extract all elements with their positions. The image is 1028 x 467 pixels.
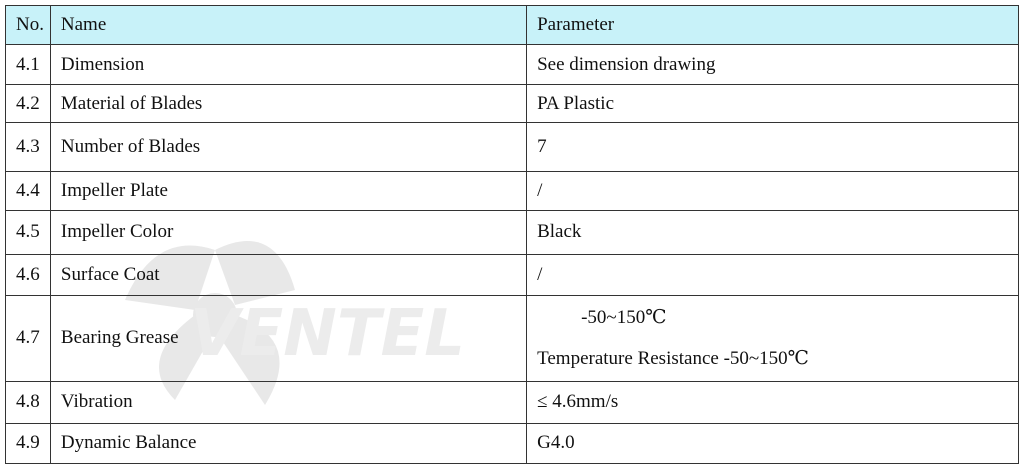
row-parameter-multiline: -50~150℃ Temperature Resistance -50~150℃	[526, 294, 1019, 382]
row-no: 4.3	[5, 122, 51, 173]
row-name: Bearing Grease	[49, 294, 528, 382]
table-row: 4.5 Impeller Color Black	[5, 210, 1019, 255]
row-no: 4.2	[5, 84, 51, 124]
row-name: Dynamic Balance	[49, 422, 528, 465]
row-no: 4.8	[5, 380, 51, 424]
row-name: Impeller Color	[49, 210, 528, 255]
row-no: 4.6	[5, 253, 51, 296]
row-parameter: 7	[526, 122, 1019, 173]
table-header-row: No. Name Parameter	[5, 4, 1019, 46]
row-name: Vibration	[49, 380, 528, 424]
table-row: 4.6 Surface Coat /	[5, 253, 1019, 296]
parameter-line-1: -50~150℃	[581, 307, 667, 329]
row-parameter: ≤ 4.6mm/s	[526, 380, 1019, 424]
row-parameter: /	[526, 171, 1019, 212]
table-row: 4.3 Number of Blades 7	[5, 122, 1019, 173]
row-name: Impeller Plate	[49, 171, 528, 212]
row-no: 4.7	[5, 294, 51, 382]
table-row: 4.8 Vibration ≤ 4.6mm/s	[5, 380, 1019, 424]
spec-table-container: VENTEL No. Name Parameter 4.1 Dimension …	[5, 4, 1019, 465]
parameter-line-2: Temperature Resistance -50~150℃	[537, 348, 809, 370]
header-no: No.	[5, 4, 51, 46]
table-row: 4.1 Dimension See dimension drawing	[5, 44, 1019, 86]
table-row: 4.2 Material of Blades PA Plastic	[5, 84, 1019, 124]
specification-table: No. Name Parameter 4.1 Dimension See dim…	[5, 4, 1019, 465]
table-row: 4.4 Impeller Plate /	[5, 171, 1019, 212]
row-name: Number of Blades	[49, 122, 528, 173]
table-row: 4.9 Dynamic Balance G4.0	[5, 422, 1019, 465]
row-parameter: PA Plastic	[526, 84, 1019, 124]
header-parameter: Parameter	[526, 4, 1019, 46]
row-no: 4.5	[5, 210, 51, 255]
row-no: 4.9	[5, 422, 51, 465]
row-parameter: See dimension drawing	[526, 44, 1019, 86]
row-no: 4.1	[5, 44, 51, 86]
row-name: Material of Blades	[49, 84, 528, 124]
row-no: 4.4	[5, 171, 51, 212]
row-parameter: G4.0	[526, 422, 1019, 465]
table-row: 4.7 Bearing Grease -50~150℃ Temperature …	[5, 294, 1019, 382]
row-name: Surface Coat	[49, 253, 528, 296]
header-name: Name	[49, 4, 528, 46]
row-parameter: Black	[526, 210, 1019, 255]
row-parameter: /	[526, 253, 1019, 296]
row-name: Dimension	[49, 44, 528, 86]
